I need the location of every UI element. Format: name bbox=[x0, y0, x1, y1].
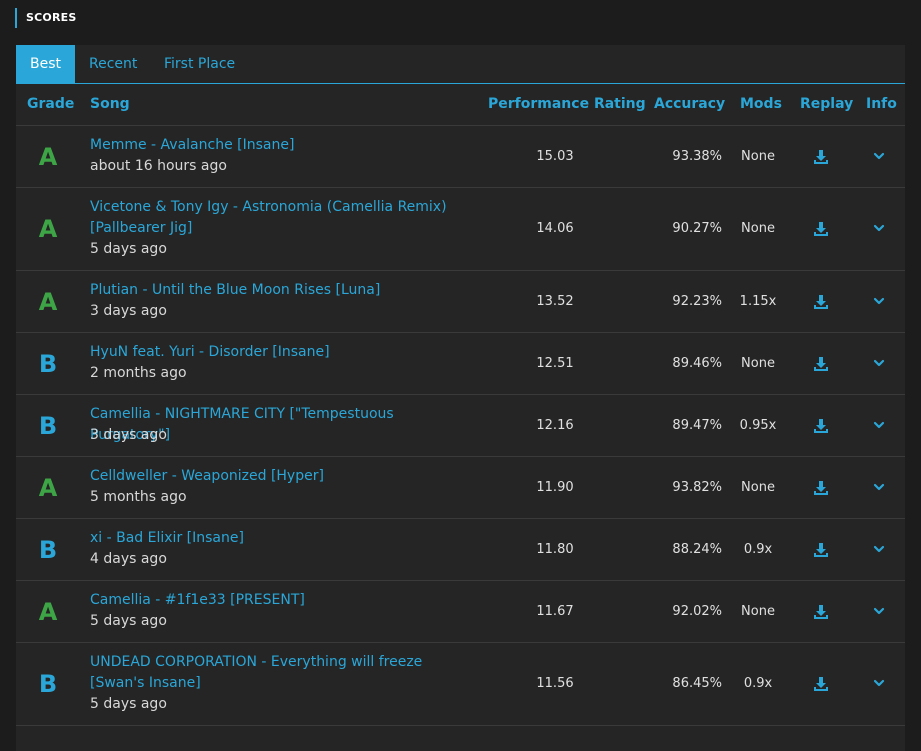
accuracy-value: 92.23% bbox=[672, 293, 722, 309]
table-row: B Camellia - NIGHTMARE CITY ["Tempestuous… bbox=[16, 395, 905, 457]
grade-badge: A bbox=[38, 597, 58, 626]
download-icon[interactable] bbox=[812, 479, 830, 497]
scores-panel: Best Recent First Place Grade Song Perfo… bbox=[16, 45, 905, 751]
score-time: 5 days ago bbox=[90, 241, 167, 257]
score-time: 3 days ago bbox=[90, 427, 167, 443]
chevron-down-icon[interactable] bbox=[872, 356, 886, 370]
chevron-down-icon[interactable] bbox=[872, 221, 886, 235]
column-header-accuracy: Accuracy bbox=[654, 96, 726, 112]
table-row: B HyuN feat. Yuri - Disorder [Insane] 2 mo… bbox=[16, 333, 905, 395]
grade-badge: B bbox=[38, 535, 58, 564]
chevron-down-icon[interactable] bbox=[872, 480, 886, 494]
grade-badge: B bbox=[38, 349, 58, 378]
download-icon[interactable] bbox=[812, 417, 830, 435]
table-row: A Memme - Avalanche [Insane] about 16 hour… bbox=[16, 126, 905, 188]
song-title-link[interactable]: Celldweller - Weaponized [Hyper] bbox=[90, 468, 324, 484]
performance-rating: 15.03 bbox=[536, 148, 574, 164]
mods-value: None bbox=[741, 603, 775, 619]
song-title-link[interactable]: Memme - Avalanche [Insane] bbox=[90, 137, 295, 153]
table-row: B UNDEAD CORPORATION - Everything will fr… bbox=[16, 643, 905, 726]
download-icon[interactable] bbox=[812, 220, 830, 238]
accuracy-value: 93.82% bbox=[672, 479, 722, 495]
download-icon[interactable] bbox=[812, 541, 830, 559]
song-title-link[interactable]: [Pallbearer Jig] bbox=[90, 220, 193, 236]
download-icon[interactable] bbox=[812, 603, 830, 621]
download-icon[interactable] bbox=[812, 148, 830, 166]
performance-rating: 11.56 bbox=[536, 676, 574, 691]
tab-best[interactable]: Best bbox=[16, 45, 75, 83]
table-row: A Camellia - #1f1e33 [PRESENT] 5 days ago 1… bbox=[16, 581, 905, 643]
song-title-link[interactable]: Camellia - NIGHTMARE CITY ["Tempestuous … bbox=[90, 406, 394, 443]
grade-badge: A bbox=[38, 473, 58, 502]
performance-rating: 11.80 bbox=[536, 541, 574, 557]
song-title-link[interactable]: UNDEAD CORPORATION - Everything will fre… bbox=[90, 654, 423, 670]
section-title: SCORES bbox=[15, 8, 76, 28]
download-icon[interactable] bbox=[812, 293, 830, 311]
table-header: Grade Song Performance Rating Accuracy M… bbox=[16, 84, 905, 126]
accuracy-value: 93.38% bbox=[672, 148, 722, 164]
accuracy-value: 86.45% bbox=[672, 676, 722, 691]
mods-value: None bbox=[741, 355, 775, 371]
tab-first-place[interactable]: First Place bbox=[164, 56, 236, 72]
score-time: 5 months ago bbox=[90, 489, 187, 505]
performance-rating: 11.90 bbox=[536, 479, 574, 495]
song-title-link[interactable]: Vicetone & Tony Igy - Astronomia (Camell… bbox=[90, 199, 447, 215]
accuracy-value: 89.46% bbox=[672, 355, 722, 371]
performance-rating: 11.67 bbox=[536, 603, 574, 619]
download-icon[interactable] bbox=[812, 675, 830, 693]
performance-rating: 13.52 bbox=[536, 293, 574, 309]
song-title-link[interactable]: Camellia - #1f1e33 [PRESENT] bbox=[90, 592, 305, 608]
score-time: about 16 hours ago bbox=[90, 158, 227, 174]
mods-value: None bbox=[741, 479, 775, 495]
score-time: 5 days ago bbox=[90, 696, 167, 712]
score-time: 3 days ago bbox=[90, 303, 167, 319]
mods-value: 0.95x bbox=[739, 417, 777, 433]
grade-badge: B bbox=[38, 411, 58, 440]
song-title-link[interactable]: xi - Bad Elixir [Insane] bbox=[90, 530, 244, 546]
chevron-down-icon[interactable] bbox=[872, 676, 886, 690]
chevron-down-icon[interactable] bbox=[872, 604, 886, 618]
column-header-grade: Grade bbox=[27, 96, 75, 112]
song-title-link[interactable]: [Swan's Insane] bbox=[90, 675, 201, 691]
mods-value: 0.9x bbox=[743, 676, 773, 691]
column-header-info: Info bbox=[866, 96, 897, 112]
accuracy-value: 89.47% bbox=[672, 417, 722, 433]
score-time: 4 days ago bbox=[90, 551, 167, 567]
accuracy-value: 90.27% bbox=[672, 221, 722, 236]
column-header-song: Song bbox=[90, 96, 130, 112]
mods-value: 1.15x bbox=[739, 293, 777, 309]
mods-value: None bbox=[741, 221, 775, 236]
song-title-link[interactable]: HyuN feat. Yuri - Disorder [Insane] bbox=[90, 344, 330, 360]
score-tabs: Best Recent First Place bbox=[16, 45, 905, 84]
column-header-replay: Replay bbox=[800, 96, 854, 112]
mods-value: None bbox=[741, 148, 775, 164]
grade-badge: A bbox=[38, 287, 58, 316]
performance-rating: 12.16 bbox=[536, 417, 574, 433]
grade-badge: B bbox=[38, 670, 58, 698]
song-title-link[interactable]: Plutian - Until the Blue Moon Rises [Lun… bbox=[90, 282, 381, 298]
performance-rating: 14.06 bbox=[536, 221, 574, 236]
grade-badge: A bbox=[38, 215, 58, 243]
table-row: A Plutian - Until the Blue Moon Rises [Lu… bbox=[16, 271, 905, 333]
mods-value: 0.9x bbox=[743, 541, 773, 557]
chevron-down-icon[interactable] bbox=[872, 294, 886, 308]
performance-rating: 12.51 bbox=[536, 355, 574, 371]
column-header-performance: Performance Rating bbox=[488, 96, 646, 112]
chevron-down-icon[interactable] bbox=[872, 418, 886, 432]
score-time: 5 days ago bbox=[90, 613, 167, 629]
chevron-down-icon[interactable] bbox=[872, 542, 886, 556]
accuracy-value: 88.24% bbox=[672, 541, 722, 557]
score-time: 2 months ago bbox=[90, 365, 187, 381]
table-row: A Celldweller - Weaponized [Hyper] 5 month… bbox=[16, 457, 905, 519]
tab-recent[interactable]: Recent bbox=[89, 56, 138, 72]
grade-badge: A bbox=[38, 142, 58, 171]
accuracy-value: 92.02% bbox=[672, 603, 722, 619]
chevron-down-icon[interactable] bbox=[872, 149, 886, 163]
table-row: A Vicetone & Tony Igy - Astronomia (Camel… bbox=[16, 188, 905, 271]
download-icon[interactable] bbox=[812, 355, 830, 373]
column-header-mods: Mods bbox=[740, 96, 782, 112]
